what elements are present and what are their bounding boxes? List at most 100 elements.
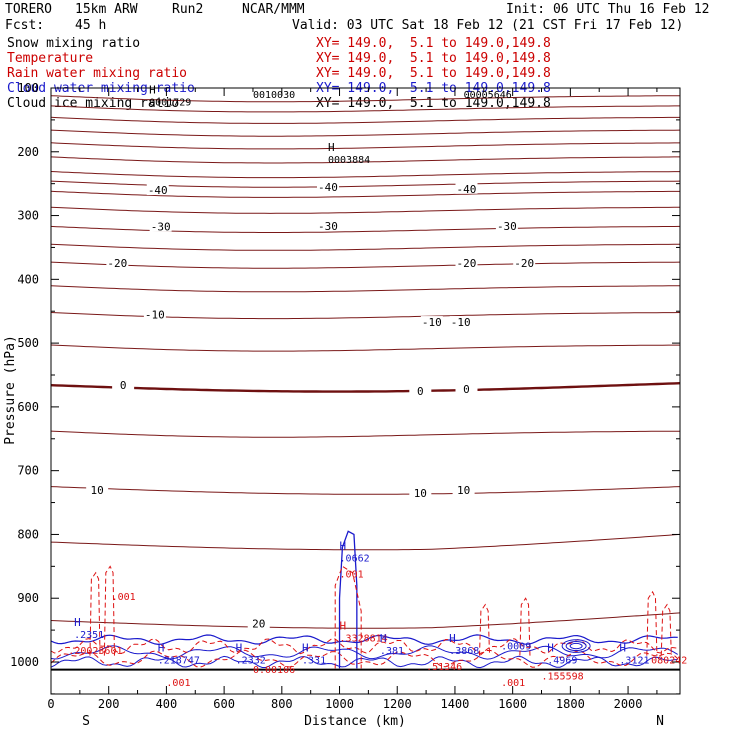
extremum-marker-14: H — [380, 632, 387, 645]
rain-plume-0 — [89, 571, 101, 656]
y-tick-label-900: 900 — [17, 591, 39, 605]
cloud-water-ring-0 — [569, 642, 583, 650]
header-fcst-value: 45 h — [75, 18, 107, 33]
header-model: TORERO — [5, 2, 52, 17]
extremum-value-12: 0.00106 — [253, 665, 295, 676]
temp-label-9: -10 — [145, 308, 165, 321]
temp-label-7: -20 — [457, 257, 477, 270]
extremum-marker-11: H — [236, 642, 243, 655]
temp-label-bg — [452, 483, 475, 495]
temp-label-bg — [106, 256, 129, 268]
temp-label-bg — [149, 220, 172, 232]
y-tick-label-200: 200 — [17, 145, 39, 159]
rain-plume-2 — [478, 603, 491, 656]
x-tick-label-800: 800 — [271, 697, 293, 711]
cloud-water-tower — [338, 530, 358, 669]
temp-label-bg — [316, 180, 339, 192]
temp-label-6: -20 — [107, 257, 127, 270]
temp-label-14: 0 — [463, 383, 470, 396]
extremum-marker-15: H — [449, 632, 456, 645]
isotherm-m25 — [50, 243, 680, 251]
temp-label-bg — [112, 379, 135, 391]
temp-label-13: 0 — [417, 385, 424, 398]
x-tick-label-1800: 1800 — [556, 697, 585, 711]
temp-label-bg — [247, 617, 270, 629]
cloud-water-contour-3 — [50, 655, 678, 669]
temp-label-bg — [513, 256, 536, 268]
isotherm-m5 — [50, 344, 680, 352]
cloud-water-contour-1 — [50, 634, 678, 646]
temp-label-bg — [420, 316, 443, 328]
extremum-marker-4: H — [340, 540, 347, 553]
temp-label-bg — [409, 486, 432, 498]
temp-label-bg — [86, 483, 109, 495]
extremum-marker-0: H — [149, 84, 156, 97]
extremum-value-2: 00005646 — [464, 90, 512, 101]
temp-label-bg — [409, 384, 432, 396]
extremum-value-16: .51346 — [426, 662, 462, 673]
temp-label-bg — [455, 182, 478, 194]
isotherm-m55 — [50, 156, 680, 164]
extremum-value-0: 0001729 — [149, 98, 191, 109]
isotherm-m30 — [50, 225, 681, 233]
y-axis-label: Pressure (hPa) — [3, 335, 18, 445]
extremum-value-11: .2332 — [236, 656, 266, 667]
rain-contour-1 — [50, 638, 678, 655]
temperature-isotherms — [50, 95, 681, 629]
extremum-value-15: .3868 — [449, 646, 479, 657]
y-tick-label-700: 700 — [17, 464, 39, 478]
isotherm-m50 — [50, 171, 680, 179]
extremum-value-13: .331 — [302, 656, 326, 667]
temp-label-bg — [316, 219, 339, 231]
isotherm-m60 — [50, 142, 680, 150]
x-tick-label-600: 600 — [213, 697, 235, 711]
isotherm-m35 — [50, 206, 680, 214]
x-end-label-north: N — [656, 714, 664, 729]
y-tick-label-100: 100 — [17, 81, 39, 95]
temp-label-bg — [495, 219, 518, 231]
y-tick-label-400: 400 — [17, 272, 39, 286]
temp-label-bg — [143, 308, 166, 320]
x-tick-label-0: 0 — [47, 697, 54, 711]
extremum-marker-18: H — [547, 642, 554, 655]
isotherm-5 — [50, 430, 680, 438]
extremum-value-3: 0003884 — [328, 155, 370, 166]
isotherm-m20 — [50, 261, 681, 269]
x-tick-label-1200: 1200 — [383, 697, 412, 711]
temp-label-bg — [455, 256, 478, 268]
y-tick-label-300: 300 — [17, 209, 39, 223]
isotherm-m45 — [50, 180, 681, 188]
x-tick-label-1000: 1000 — [325, 697, 354, 711]
plot-frame — [50, 87, 681, 695]
extremum-value-1: 0010030 — [253, 90, 295, 101]
extremum-value-7: .2351 — [74, 630, 104, 641]
extremum-value-5: .001 — [340, 570, 364, 581]
x-tick-label-1400: 1400 — [440, 697, 469, 711]
temp-label-11: -10 — [451, 316, 471, 329]
extremum-marker-20: H — [619, 642, 626, 655]
extremum-value-14: .381 — [380, 646, 404, 657]
x-axis-label: Distance (km) — [304, 714, 406, 729]
rain-plume-4 — [646, 590, 658, 656]
temp-label-bg — [455, 383, 478, 395]
x-tick-label-1600: 1600 — [498, 697, 527, 711]
extremum-value-18: .4969 — [547, 656, 577, 667]
temp-label-15: 10 — [91, 484, 104, 497]
temp-label-1: -40 — [318, 181, 338, 194]
extremum-value-10: .218747 — [158, 656, 200, 667]
y-tick-label-1000: 1000 — [10, 655, 39, 669]
temp-label-3: -30 — [151, 220, 171, 233]
temp-label-8: -20 — [514, 257, 534, 270]
legend-snow-label: Snow mixing ratio — [7, 36, 141, 51]
isotherm-m15 — [50, 285, 681, 293]
temp-label-17: 10 — [457, 484, 470, 497]
temp-label-12: 0 — [120, 379, 127, 392]
temp-label-4: -30 — [318, 220, 338, 233]
rain-tower — [334, 565, 362, 669]
temp-label-10: -10 — [422, 316, 442, 329]
extremum-value-22: .001 — [501, 678, 525, 689]
temp-label-18: 20 — [252, 618, 265, 631]
header-fcst-label: Fcst: — [5, 18, 45, 33]
rain-plume-3 — [519, 597, 531, 656]
